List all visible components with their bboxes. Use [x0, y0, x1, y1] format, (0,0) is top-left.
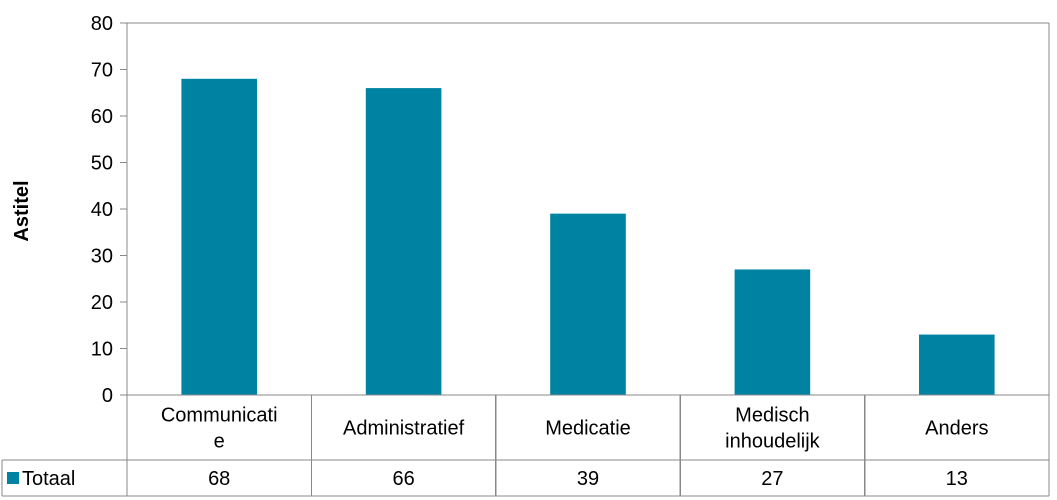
data-table: Communicati e Administratief Medicatie Medis… — [1, 394, 1049, 497]
legend-series-name: Totaal — [22, 468, 75, 490]
plot-frame — [126, 22, 1050, 496]
x-tick-label: Communicati e — [161, 405, 278, 453]
y-tick-label: 50 — [91, 153, 113, 175]
y-tick-label: 70 — [91, 60, 113, 82]
y-tick-label: 20 — [91, 292, 113, 314]
bar-anders — [918, 334, 995, 395]
bar-medisch-inhoudelijk — [734, 269, 811, 395]
x-tick-label: Medisch inhoudelijk — [725, 405, 821, 453]
bar-administratief — [365, 88, 442, 395]
y-tick-label: 0 — [102, 385, 113, 407]
x-tick-label: Anders — [925, 418, 988, 440]
y-tick-label: 30 — [91, 246, 113, 268]
data-label: 27 — [761, 468, 783, 490]
x-tick-label: Medicatie — [545, 418, 631, 440]
y-tick-label: 80 — [91, 13, 113, 35]
data-label: 68 — [208, 468, 230, 490]
data-label: 13 — [946, 468, 968, 490]
bars — [181, 78, 995, 396]
y-tick-label: 60 — [91, 106, 113, 128]
x-tick-label: Administratief — [343, 418, 465, 440]
legend-key — [7, 472, 19, 484]
y-axis-ticks: 0 10 20 30 40 50 60 70 80 — [91, 13, 127, 407]
y-tick-label: 40 — [91, 199, 113, 221]
y-axis-title: Astitel — [11, 180, 33, 241]
bar-medicatie — [550, 213, 626, 395]
y-tick-label: 10 — [91, 339, 113, 361]
data-label: 66 — [392, 468, 414, 490]
bar-communicatie — [181, 78, 258, 396]
data-label: 39 — [577, 468, 599, 490]
